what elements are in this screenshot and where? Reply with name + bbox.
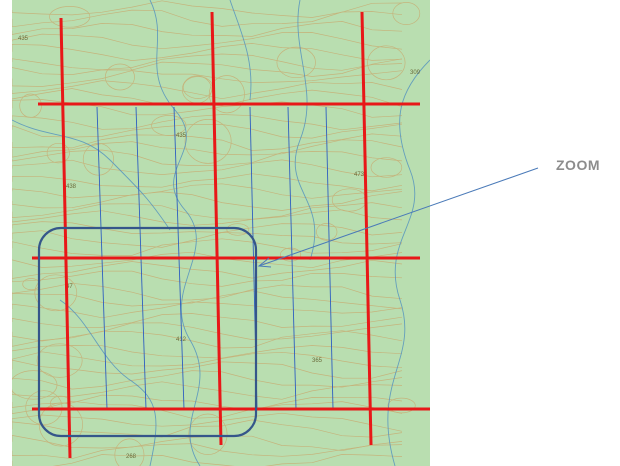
contour-line: [12, 209, 403, 226]
contour-line: [12, 238, 403, 256]
contour-line: [12, 123, 403, 139]
contour-loop: [114, 438, 145, 466]
contour-line: [12, 21, 403, 37]
spot-height-label: 268: [126, 454, 137, 460]
contour-loop: [387, 397, 416, 414]
contour-line: [12, 381, 403, 400]
spot-height-label: 438: [66, 184, 77, 190]
contour-loop: [226, 223, 250, 236]
contour-line: [12, 370, 403, 390]
contour-loop: [38, 402, 83, 447]
contour-line: [12, 412, 403, 432]
contour-loop: [34, 274, 78, 312]
contour-line: [12, 183, 403, 199]
contour-loop: [188, 413, 228, 455]
contour-loop: [208, 75, 245, 114]
contour-line: [12, 270, 403, 287]
contour-line: [12, 32, 403, 50]
contour-line: [12, 43, 403, 61]
contour-line: [12, 70, 403, 87]
stream-lines: [12, 0, 430, 466]
contour-line: [12, 173, 403, 192]
contour-line: [12, 282, 403, 301]
contour-line: [12, 159, 403, 178]
contour-line: [12, 202, 403, 220]
contour-loop: [370, 157, 403, 178]
contour-line: [12, 99, 403, 118]
contour-line: [12, 58, 403, 77]
contour-loop: [276, 46, 316, 79]
contour-line: [12, 0, 403, 18]
contour-loop: [49, 6, 91, 28]
contour-line: [12, 290, 403, 310]
contour-loop: [36, 343, 83, 378]
contour-loop: [46, 142, 70, 164]
contour-line: [12, 139, 403, 158]
contour-loop: [151, 115, 187, 136]
contour-line: [12, 313, 403, 328]
contour-line: [12, 259, 403, 279]
contour-line: [12, 435, 403, 452]
contour-loop: [184, 119, 232, 164]
contour-line: [12, 394, 403, 411]
zoom-arrow: [257, 167, 539, 268]
contour-loop: [280, 247, 302, 262]
contour-loop: [367, 45, 406, 81]
contour-loop: [19, 93, 42, 118]
contour-line: [12, 419, 403, 438]
spot-height-label: 473: [354, 172, 365, 178]
contour-loop: [104, 63, 135, 91]
spot-height-label: 309: [410, 70, 421, 76]
contour-loop: [12, 370, 58, 400]
contour-line: [12, 330, 403, 349]
contour-line: [12, 53, 403, 71]
spot-height-label: 47: [66, 284, 73, 290]
contour-line: [12, 191, 403, 211]
contour-line: [12, 443, 403, 460]
spot-height-label: 365: [312, 358, 323, 364]
contour-line: [12, 114, 403, 131]
contour-line: [12, 301, 403, 319]
contour-loop: [392, 2, 421, 25]
contour-line: [12, 133, 403, 151]
zoom-region-box: [37, 226, 258, 438]
contour-line: [12, 251, 403, 269]
contour-line: [12, 80, 403, 100]
contour-line: [12, 149, 403, 166]
spot-height-label: 435: [18, 36, 29, 42]
spot-height-label: 435: [176, 133, 187, 139]
grid-line-vertical: [59, 17, 72, 459]
contour-line: [12, 221, 403, 236]
contour-loop: [316, 223, 338, 241]
zoom-label: ZOOM: [556, 157, 600, 173]
contour-line: [12, 454, 403, 466]
